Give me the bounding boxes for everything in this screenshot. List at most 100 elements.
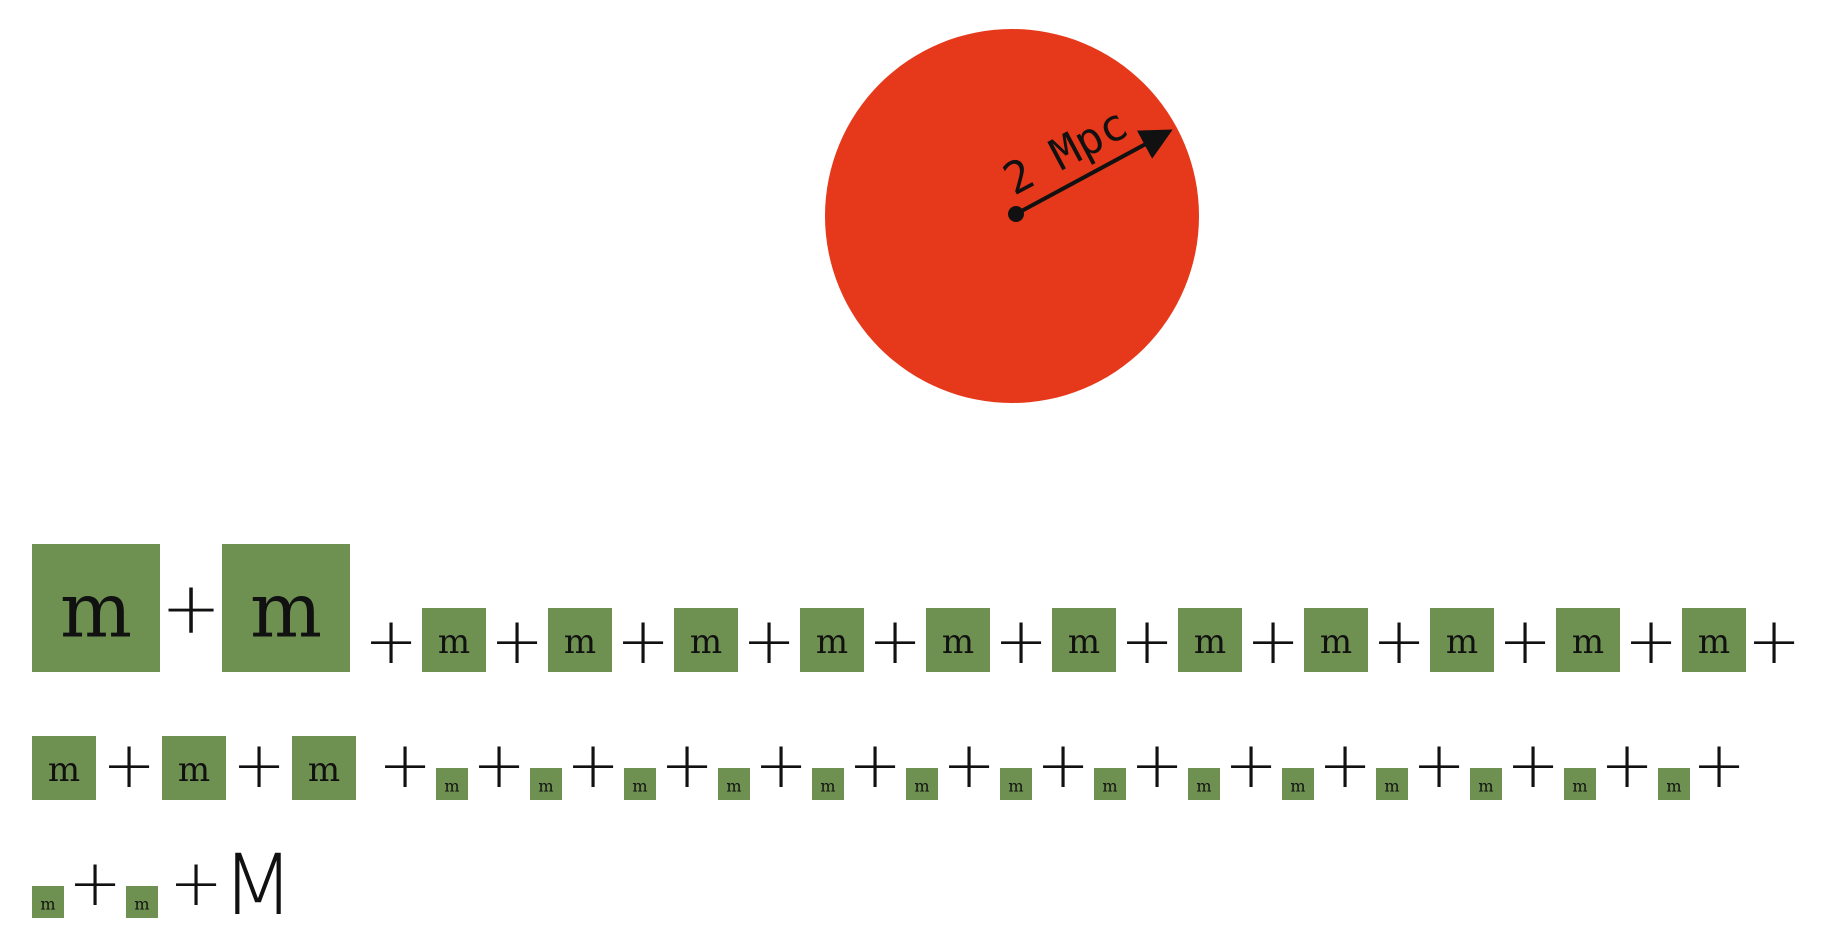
mass-term-small <box>1564 768 1596 800</box>
mass-term-medium <box>422 608 486 672</box>
mass-term-medium <box>32 736 96 800</box>
plus-sign: + <box>1120 605 1174 679</box>
mass-label: m <box>690 622 722 662</box>
mass-label: m <box>942 622 974 662</box>
mass-term-medium <box>162 736 226 800</box>
mass-box <box>1188 768 1220 800</box>
plus-sign: + <box>161 566 221 650</box>
plus-sign: + <box>1600 729 1654 803</box>
mass-term-small <box>1376 768 1408 800</box>
mass-label: m <box>1666 777 1681 796</box>
mass-label: m <box>1446 622 1478 662</box>
plus-sign: + <box>660 729 714 803</box>
plus-sign: + <box>742 605 796 679</box>
mass-label: m <box>1478 777 1493 796</box>
plus-sign: + <box>364 605 418 679</box>
plus-sign: + <box>68 847 122 921</box>
mass-label: m <box>538 777 553 796</box>
plus-sign: + <box>1246 605 1300 679</box>
mass-label: m <box>178 750 210 790</box>
plus-sign: + <box>1692 729 1746 803</box>
mass-box <box>624 768 656 800</box>
mass-box <box>926 608 990 672</box>
mass-label: m <box>444 777 459 796</box>
mass-label: m <box>60 566 132 655</box>
mass-label: m <box>1572 777 1587 796</box>
mass-box <box>800 608 864 672</box>
mass-term-small <box>1094 768 1126 800</box>
mass-box <box>422 608 486 672</box>
plus-sign: + <box>754 729 808 803</box>
mass-box <box>32 886 64 918</box>
mass-label: m <box>726 777 741 796</box>
mass-box <box>1658 768 1690 800</box>
mass-label: m <box>40 895 55 914</box>
mass-term-small <box>32 886 64 918</box>
mass-term-small <box>1000 768 1032 800</box>
plus-sign: + <box>1412 729 1466 803</box>
mass-term-small <box>530 768 562 800</box>
mass-box <box>222 544 350 672</box>
mass-term-small <box>1658 768 1690 800</box>
mass-box <box>1564 768 1596 800</box>
plus-sign: + <box>1130 729 1184 803</box>
mass-term-small <box>906 768 938 800</box>
mass-term-small <box>436 768 468 800</box>
plus-sign: + <box>102 729 156 803</box>
mass-box <box>292 736 356 800</box>
mass-box <box>1282 768 1314 800</box>
mass-term-medium <box>1430 608 1494 672</box>
mass-label: m <box>632 777 647 796</box>
equation: m + m + m + m + m + m + m + m + m + m + m + m + m + m + m + m + m + m + m + m +… <box>32 544 1801 934</box>
mass-box <box>436 768 468 800</box>
mass-box <box>1094 768 1126 800</box>
mass-term-medium <box>1052 608 1116 672</box>
mass-term-medium <box>674 608 738 672</box>
mass-term-small <box>1470 768 1502 800</box>
mass-term-small <box>624 768 656 800</box>
mass-box <box>1376 768 1408 800</box>
mass-term-large <box>222 544 350 672</box>
plus-sign: + <box>472 729 526 803</box>
mass-term-medium <box>926 608 990 672</box>
mass-term-medium <box>1178 608 1242 672</box>
plus-sign: + <box>1747 605 1801 679</box>
plus-sign: + <box>1036 729 1090 803</box>
mass-label: m <box>308 750 340 790</box>
mass-term-medium <box>1304 608 1368 672</box>
mass-label: m <box>1572 622 1604 662</box>
radius-arrow <box>1015 129 1173 216</box>
mass-box <box>126 886 158 918</box>
mass-label: m <box>438 622 470 662</box>
mass-box <box>674 608 738 672</box>
plus-sign: + <box>994 605 1048 679</box>
mass-label: m <box>134 895 149 914</box>
mass-label: m <box>1194 622 1226 662</box>
mass-box <box>530 768 562 800</box>
plus-sign: + <box>566 729 620 803</box>
mass-term-large <box>32 544 160 672</box>
mass-box <box>32 544 160 672</box>
mass-label: m <box>1320 622 1352 662</box>
mass-box <box>906 768 938 800</box>
mass-term-medium <box>548 608 612 672</box>
plus-sign: + <box>1224 729 1278 803</box>
mass-term-small <box>1188 768 1220 800</box>
mass-label: m <box>1698 622 1730 662</box>
mass-term-small <box>1282 768 1314 800</box>
mass-label: m <box>564 622 596 662</box>
plus-sign: + <box>848 729 902 803</box>
plus-sign: + <box>232 729 286 803</box>
plus-sign: + <box>1498 605 1552 679</box>
mass-box <box>1000 768 1032 800</box>
mass-term-small <box>812 768 844 800</box>
mass-box <box>1052 608 1116 672</box>
sphere-illustration: 2 Mpc <box>825 29 1199 403</box>
plus-sign: + <box>169 847 223 921</box>
mass-box <box>32 736 96 800</box>
mass-label: m <box>250 566 322 655</box>
mass-label: m <box>1102 777 1117 796</box>
mass-label: m <box>1384 777 1399 796</box>
mass-box <box>1470 768 1502 800</box>
mass-term-medium <box>1682 608 1746 672</box>
